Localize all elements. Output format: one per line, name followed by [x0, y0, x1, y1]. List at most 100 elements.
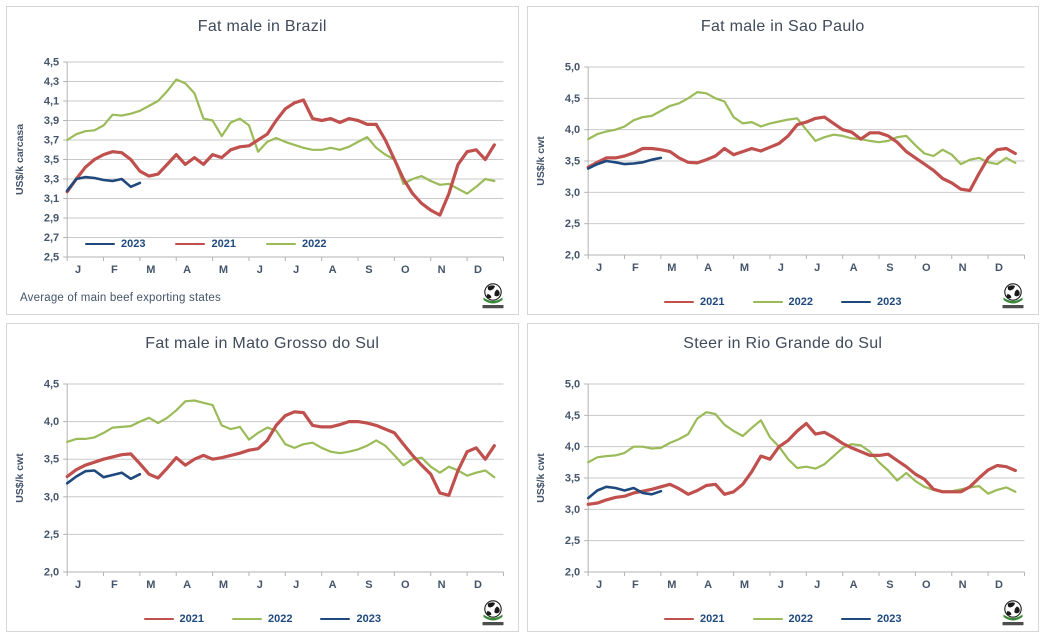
svg-text:J: J [293, 264, 299, 276]
legend-label-2021: 2021 [700, 296, 725, 308]
series-line-2021 [65, 98, 496, 217]
svg-text:A: A [704, 262, 712, 274]
svg-text:4,5: 4,5 [564, 93, 579, 105]
svg-text:US$/k cwt: US$/k cwt [535, 136, 547, 186]
svg-text:4,0: 4,0 [44, 416, 59, 428]
chart-footnote: Average of main beef exporting states [20, 292, 221, 304]
svg-text:3,1: 3,1 [44, 193, 59, 205]
series-line-2022 [586, 411, 1016, 495]
legend-item-2023: 2023 [840, 613, 902, 625]
globe-logo [482, 283, 503, 309]
svg-text:J: J [596, 579, 602, 591]
svg-text:3,0: 3,0 [564, 504, 579, 516]
svg-text:O: O [922, 262, 931, 274]
legend-label-2023: 2023 [356, 613, 381, 625]
series-line-2023 [65, 469, 142, 485]
legend-sao-paulo: 2021 2022 2023 [528, 296, 1039, 308]
svg-text:A: A [183, 264, 191, 276]
legend-swatch-2022 [265, 242, 296, 246]
svg-text:J: J [293, 579, 299, 591]
svg-text:J: J [75, 264, 81, 276]
legend-label-2022: 2022 [788, 296, 813, 308]
chart-canvas-rio-grande: 2,0 2,5 3,0 3,5 4,0 4,5 5,0 J F M A M J J A S O N D US$/k c… [535, 379, 1025, 591]
svg-text:A: A [849, 262, 857, 274]
svg-text:J: J [777, 579, 783, 591]
svg-text:D: D [474, 579, 482, 591]
svg-text:3,3: 3,3 [44, 174, 59, 186]
legend-label-2021: 2021 [700, 613, 725, 625]
legend-label-2022: 2022 [268, 613, 293, 625]
svg-text:J: J [75, 579, 81, 591]
legend-item-2021: 2021 [143, 613, 204, 625]
legend-swatch-2023 [840, 617, 871, 621]
logo-swoosh [483, 297, 502, 304]
legend-swatch-2022 [232, 617, 262, 621]
svg-text:J: J [777, 262, 783, 274]
svg-text:A: A [849, 579, 857, 591]
legend-item-2022: 2022 [265, 238, 326, 250]
svg-text:2,0: 2,0 [564, 567, 579, 579]
logo-wordmark [1002, 622, 1024, 626]
svg-text:M: M [667, 579, 676, 591]
svg-text:4,0: 4,0 [564, 441, 579, 453]
legend-swatch-2021 [175, 242, 206, 246]
svg-text:M: M [219, 264, 228, 276]
svg-text:A: A [704, 579, 712, 591]
series-line-2021 [65, 410, 496, 497]
legend-swatch-2021 [664, 300, 695, 304]
chart-panel-rio-grande-do-sul: 2,0 2,5 3,0 3,5 4,0 4,5 5,0 J F M A M J J A S O N D US$/k c… [526, 323, 1039, 632]
legend-item-2023: 2023 [840, 296, 902, 308]
svg-text:M: M [667, 262, 676, 274]
svg-text:2,0: 2,0 [564, 250, 579, 262]
svg-text:US$/k cwt: US$/k cwt [14, 453, 26, 503]
svg-text:D: D [995, 262, 1003, 274]
svg-text:3,0: 3,0 [44, 491, 59, 503]
chart-canvas-brazil: 2,5 2,7 2,9 3,1 3,3 3,5 3,7 3,9 4,1 4,3 4,5 J F M A M J J… [14, 57, 504, 276]
legend-label-2023: 2023 [876, 296, 902, 308]
svg-text:J: J [814, 262, 820, 274]
chart-panel-sao-paulo: 2,0 2,5 3,0 3,5 4,0 4,5 5,0 J F M A M J J A S O N D US$/k c… [526, 6, 1039, 315]
legend-label-2021: 2021 [179, 613, 204, 625]
svg-text:J: J [596, 262, 602, 274]
legend-swatch-2022 [752, 617, 783, 621]
svg-text:3,5: 3,5 [44, 154, 59, 166]
series-line-2021 [586, 421, 1017, 506]
chart-panel-brazil: 2,5 2,7 2,9 3,1 3,3 3,5 3,7 3,9 4,1 4,3 4,5 J F M A M J J… [6, 6, 519, 315]
svg-text:4,5: 4,5 [44, 57, 59, 69]
legend-swatch-2023 [85, 242, 115, 246]
logo-swoosh [1003, 614, 1023, 621]
legend-item-2021: 2021 [175, 238, 236, 250]
legend-label-2023: 2023 [121, 238, 146, 250]
series-line-2022 [66, 78, 496, 195]
svg-text:5,0: 5,0 [564, 379, 579, 391]
legend-swatch-2022 [752, 300, 783, 304]
svg-text:2,5: 2,5 [44, 252, 59, 264]
series-line-2023 [586, 156, 662, 170]
svg-text:A: A [183, 579, 191, 591]
svg-text:3,9: 3,9 [44, 115, 59, 127]
svg-text:2,5: 2,5 [44, 529, 59, 541]
legend-swatch-2021 [664, 617, 695, 621]
svg-text:N: N [958, 579, 966, 591]
svg-text:A: A [329, 579, 337, 591]
svg-text:J: J [257, 579, 263, 591]
svg-text:M: M [219, 579, 228, 591]
legend-brazil: 2023 2021 2022 [85, 238, 326, 250]
legend-item-2021: 2021 [664, 613, 725, 625]
svg-text:F: F [111, 579, 118, 591]
svg-text:F: F [632, 579, 639, 591]
svg-text:N: N [438, 264, 446, 276]
legend-item-2022: 2022 [232, 613, 292, 625]
svg-text:M: M [739, 579, 748, 591]
svg-text:F: F [111, 264, 118, 276]
logo-swoosh [483, 614, 502, 621]
chart-title-rio-grande: Steer in Rio Grande do Sul [683, 335, 883, 352]
svg-text:N: N [958, 262, 966, 274]
legend-rio-grande: 2021 2022 2023 [528, 613, 1039, 625]
legend-label-2023: 2023 [876, 613, 902, 625]
series-line-2022 [586, 90, 1016, 166]
globe-logo [1002, 600, 1024, 626]
legend-label-2022: 2022 [788, 613, 813, 625]
chart-canvas-sao-paulo: 2,0 2,5 3,0 3,5 4,0 4,5 5,0 J F M A M J J A S O N D US$/k c… [535, 62, 1025, 274]
svg-text:S: S [365, 264, 372, 276]
